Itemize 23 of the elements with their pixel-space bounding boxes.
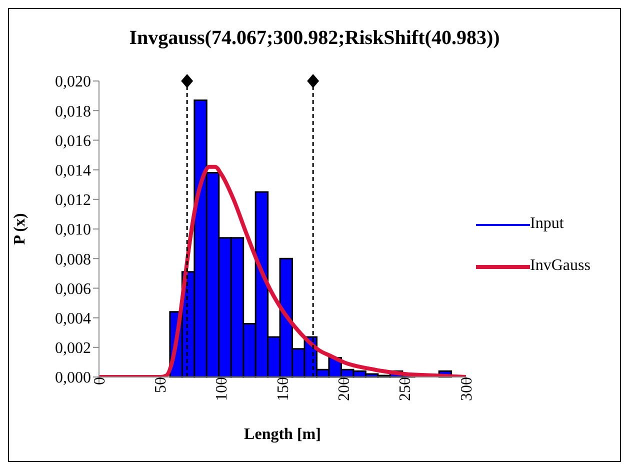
y-tick-label: 0,014	[55, 162, 91, 180]
chart-title: Invgauss(74.067;300.982;RiskShift(40.983))	[128, 27, 501, 51]
y-tick-label: 0,020	[55, 74, 91, 91]
x-tick-label: 0	[91, 377, 108, 385]
y-tick-label: 0,004	[55, 310, 91, 328]
y-tick-label: 0,010	[55, 222, 91, 239]
x-tick-label: 100	[214, 377, 231, 401]
x-tick-label: 50	[152, 377, 170, 393]
y-tick-label: 0,000	[55, 370, 91, 387]
y-tick-label: 0,002	[55, 340, 91, 358]
y-tick-label: 0,012	[55, 192, 91, 210]
x-tick-label: 250	[397, 377, 414, 401]
y-tick-label: 0,018	[55, 103, 91, 120]
legend-label: InvGauss	[530, 257, 592, 275]
y-axis-title: P (x)	[12, 213, 29, 245]
x-tick-label: 200	[336, 377, 354, 401]
y-tick-label: 0,008	[55, 251, 91, 268]
y-tick-label: 0,016	[55, 132, 91, 150]
x-tick-label: 300	[458, 377, 476, 401]
x-tick-label: 150	[274, 377, 292, 401]
y-tick-label: 0,006	[55, 280, 91, 298]
x-axis-title: Length [m]	[244, 426, 321, 443]
legend-label: Input	[530, 215, 565, 233]
